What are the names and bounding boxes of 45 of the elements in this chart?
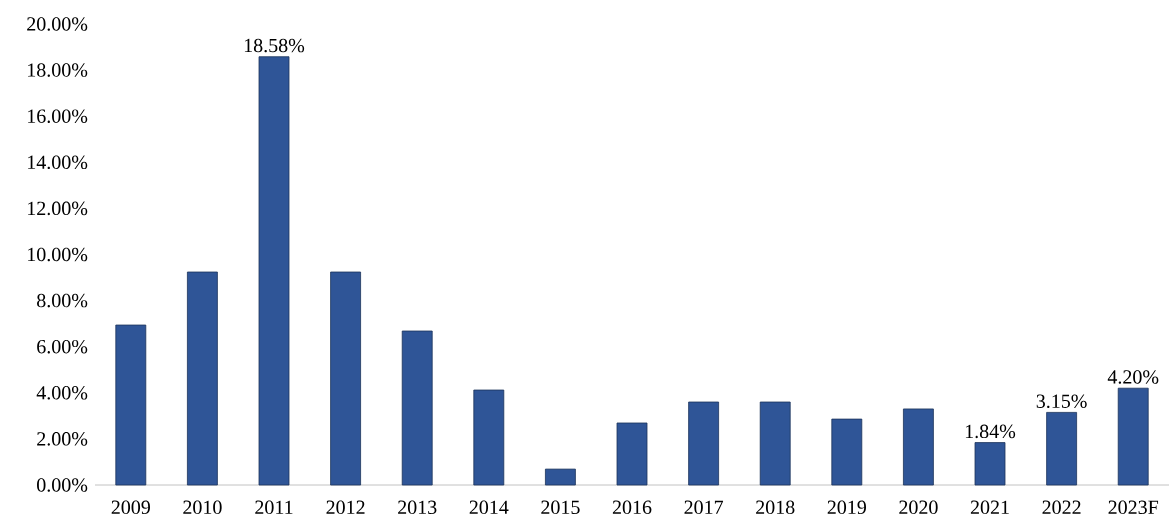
x-tick-label: 2011 bbox=[255, 500, 293, 515]
y-tick-label: 0.00% bbox=[37, 478, 88, 492]
y-tick-label: 18.00% bbox=[28, 63, 88, 77]
bar bbox=[831, 418, 863, 486]
bar bbox=[401, 330, 433, 486]
x-tick-label: 2015 bbox=[541, 500, 580, 515]
x-tick-label: 2017 bbox=[684, 500, 724, 515]
bar bbox=[545, 468, 576, 486]
y-tick-label: 12.00% bbox=[28, 201, 88, 216]
bar bbox=[187, 271, 218, 486]
y-tick-label: 20.00% bbox=[27, 17, 88, 31]
x-tick-label: 2022 bbox=[1042, 500, 1081, 515]
x-tick-label: 2016 bbox=[612, 500, 652, 515]
bar bbox=[115, 324, 147, 486]
data-label: 4.20% bbox=[1107, 370, 1159, 384]
y-tick-label: 6.00% bbox=[37, 339, 88, 354]
bar bbox=[1046, 411, 1078, 486]
bar bbox=[759, 401, 791, 486]
x-tick-label: 2010 bbox=[183, 500, 222, 515]
y-tick-label: 4.00% bbox=[36, 386, 88, 400]
x-tick-label: 2018 bbox=[756, 500, 795, 515]
y-tick-label: 10.00% bbox=[28, 247, 88, 262]
bar bbox=[903, 408, 934, 486]
bar bbox=[473, 389, 505, 486]
bar bbox=[616, 422, 648, 486]
x-tick-label: 2020 bbox=[899, 500, 938, 515]
x-tick-label: 2019 bbox=[827, 500, 866, 515]
x-tick-label: 2014 bbox=[469, 500, 509, 515]
bar bbox=[258, 56, 290, 486]
x-tick-label: 2013 bbox=[398, 500, 437, 515]
bar bbox=[1117, 387, 1149, 486]
y-tick-label: 14.00% bbox=[28, 155, 88, 170]
data-label: 3.15% bbox=[1036, 394, 1087, 409]
bar bbox=[330, 271, 361, 486]
bar bbox=[974, 442, 1006, 486]
data-label: 1.84% bbox=[965, 424, 1016, 439]
x-tick-label: 2009 bbox=[111, 500, 150, 515]
y-tick-label: 16.00% bbox=[28, 109, 88, 123]
y-tick-label: 8.00% bbox=[37, 293, 88, 308]
x-tick-label: 2021 bbox=[970, 500, 1009, 515]
x-tick-label: 2023F bbox=[1108, 500, 1159, 515]
data-label: 18.58% bbox=[244, 38, 305, 53]
bar bbox=[688, 401, 720, 486]
y-tick-label: 2.00% bbox=[37, 432, 88, 446]
x-tick-label: 2012 bbox=[326, 500, 365, 515]
